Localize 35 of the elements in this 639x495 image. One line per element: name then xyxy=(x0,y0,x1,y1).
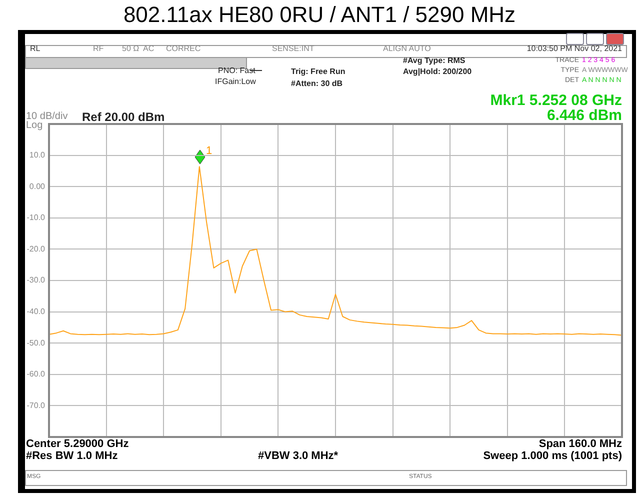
text: Ref 20.00 dBm xyxy=(82,110,165,124)
text: Span 160.0 MHz xyxy=(538,438,622,450)
text: 50 Ω xyxy=(122,44,140,53)
y-tick-label: -60.0 xyxy=(26,370,46,379)
y-tick-label: -20.0 xyxy=(26,244,46,254)
text: RL xyxy=(30,44,40,53)
text: #Res BW 1.0 MHz xyxy=(26,450,118,462)
text: Log xyxy=(26,120,43,131)
text: Sweep 1.000 ms (1001 pts) xyxy=(483,450,622,462)
y-tick-label: -10.0 xyxy=(26,213,46,222)
text: Center 5.29000 GHz xyxy=(26,438,129,450)
text: 10:03:50 PM Nov 02, 2021 xyxy=(526,44,622,53)
text: AC xyxy=(143,44,154,53)
y-tick-label: 10.0 xyxy=(29,150,46,160)
y-tick-label: -40.0 xyxy=(26,307,46,316)
y-tick-label: -30.0 xyxy=(26,276,46,285)
text: #VBW 3.0 MHz* xyxy=(258,450,338,462)
text: ALIGN AUTO xyxy=(383,44,431,53)
chart-title: 802.11ax HE80 0RU / ANT1 / 5290 MHz xyxy=(122,2,517,28)
text: 10 dB/div xyxy=(26,111,68,122)
text: #Avg Type: RMS xyxy=(403,56,466,65)
annotation: 1 xyxy=(206,145,212,157)
text: PNO: Fast xyxy=(218,66,256,75)
text: IFGain:Low xyxy=(215,77,256,86)
text: #Atten: 30 dB xyxy=(291,79,343,88)
text: Mkr1 5.252 08 GHz xyxy=(490,92,622,109)
text: SENSE:INT xyxy=(272,44,314,53)
y-tick-label: -50.0 xyxy=(26,338,46,348)
text: CORREC xyxy=(166,44,201,53)
y-tick-label: 0.00 xyxy=(29,182,46,191)
text: Trig: Free Run xyxy=(291,67,346,76)
text: RF xyxy=(93,44,104,53)
text: Avg|Hold: 200/200 xyxy=(403,67,472,76)
y-tick-label: -70.0 xyxy=(26,400,46,410)
text: 6.446 dBm xyxy=(546,107,622,124)
